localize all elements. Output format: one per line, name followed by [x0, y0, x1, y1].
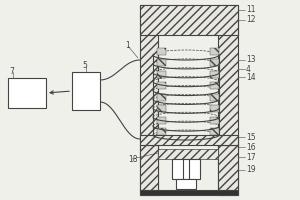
Bar: [157, 105, 166, 112]
Text: 14: 14: [246, 72, 256, 82]
Text: 13: 13: [246, 55, 256, 64]
Bar: [172, 159, 200, 179]
Text: 12: 12: [246, 16, 256, 24]
Bar: [210, 48, 219, 55]
Bar: [210, 128, 219, 135]
Bar: [210, 82, 219, 89]
Bar: [8, 78, 46, 108]
Bar: [176, 179, 196, 189]
Bar: [210, 94, 219, 101]
Bar: [157, 117, 166, 124]
Bar: [140, 5, 238, 35]
Text: 7: 7: [9, 66, 14, 75]
Bar: [157, 48, 166, 55]
Bar: [140, 145, 158, 190]
Text: 15: 15: [246, 132, 256, 142]
Text: 11: 11: [246, 5, 256, 15]
Text: 5: 5: [82, 60, 87, 70]
Bar: [157, 128, 166, 135]
Bar: [210, 71, 219, 78]
Bar: [72, 72, 100, 110]
Text: 17: 17: [246, 152, 256, 162]
Bar: [157, 94, 166, 101]
Bar: [140, 135, 238, 145]
Bar: [158, 149, 218, 159]
Bar: [157, 82, 166, 89]
Text: 16: 16: [246, 142, 256, 152]
Bar: [210, 59, 219, 66]
Bar: [140, 5, 158, 195]
Text: 19: 19: [246, 166, 256, 174]
Bar: [218, 145, 238, 190]
Bar: [210, 117, 219, 124]
Bar: [157, 71, 166, 78]
Text: 1: 1: [125, 40, 130, 49]
Bar: [140, 190, 238, 195]
Text: 4: 4: [246, 64, 251, 73]
Text: 18: 18: [128, 156, 137, 164]
Bar: [157, 59, 166, 66]
Bar: [218, 5, 238, 195]
Bar: [210, 105, 219, 112]
